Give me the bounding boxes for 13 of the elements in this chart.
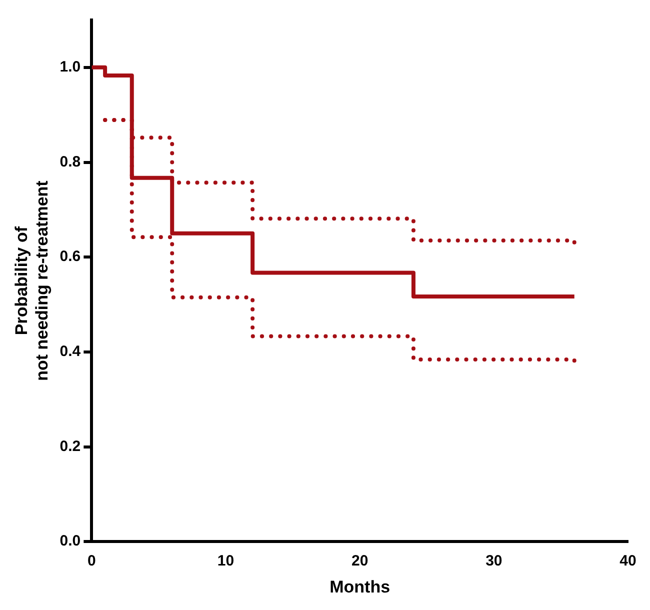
x-tick-label: 20	[351, 552, 368, 570]
x-tick-label: 10	[217, 552, 234, 570]
y-tick-label: 0.2	[60, 438, 81, 455]
y-tick-label: 0.6	[60, 248, 81, 266]
y-tick-label: 1.0	[60, 58, 81, 76]
x-tick-label: 40	[620, 552, 636, 570]
y-axis-title: Probability of not needing re-treatment	[12, 180, 52, 381]
x-tick-label: 30	[486, 552, 502, 570]
y-tick-label: 0.0	[60, 532, 81, 550]
x-tick-label: 0	[87, 552, 96, 570]
y-tick-label: 0.4	[60, 343, 82, 360]
x-axis-title: Months	[330, 577, 390, 596]
y-tick-label: 0.8	[60, 153, 81, 170]
